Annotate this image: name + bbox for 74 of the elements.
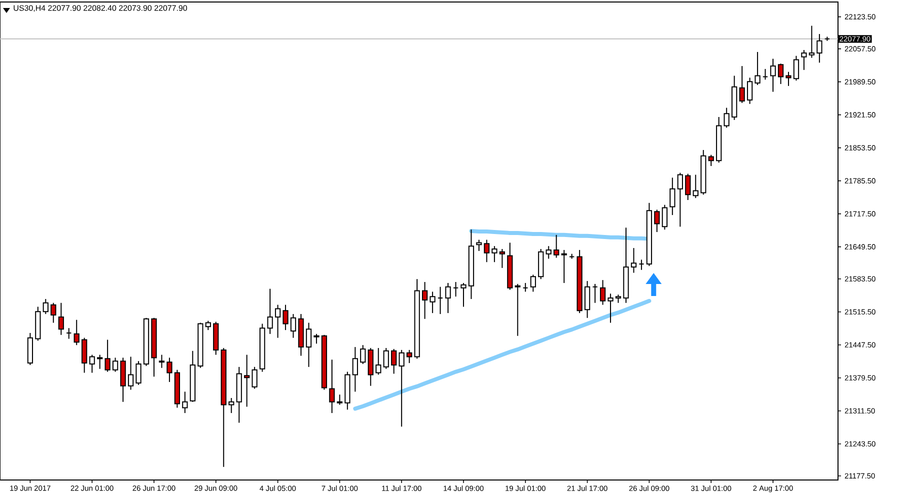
candlestick bbox=[50, 302, 56, 324]
candlestick bbox=[329, 359, 335, 414]
candlestick bbox=[554, 234, 560, 258]
candlestick bbox=[816, 34, 822, 64]
candlestick bbox=[786, 71, 792, 86]
candlestick bbox=[608, 293, 614, 324]
candlestick bbox=[314, 333, 320, 344]
candlestick bbox=[66, 328, 72, 340]
candlestick bbox=[793, 55, 800, 82]
candlestick bbox=[104, 339, 110, 372]
candlestick bbox=[82, 337, 88, 374]
candlestick bbox=[654, 209, 660, 233]
candlestick bbox=[685, 173, 691, 200]
candlestick bbox=[739, 66, 745, 104]
candlestick bbox=[662, 204, 668, 230]
candlestick bbox=[724, 107, 730, 128]
candlestick bbox=[282, 304, 288, 331]
candlestick bbox=[584, 280, 590, 318]
candlestick bbox=[244, 354, 250, 408]
candlestick bbox=[391, 348, 397, 374]
candlestick bbox=[670, 177, 676, 216]
candlestick bbox=[89, 354, 95, 374]
candlestick bbox=[452, 282, 459, 298]
candlestick bbox=[112, 357, 118, 372]
candlestick bbox=[476, 239, 482, 252]
candlestick bbox=[306, 322, 312, 368]
candlestick bbox=[406, 349, 412, 364]
candlestick bbox=[808, 25, 815, 58]
candlestick bbox=[546, 246, 552, 260]
candlestick bbox=[376, 348, 382, 376]
candlestick bbox=[437, 286, 444, 315]
candlestick bbox=[274, 304, 281, 338]
candlestick bbox=[383, 348, 389, 370]
candlestick bbox=[770, 58, 776, 92]
candlestick bbox=[677, 172, 683, 228]
candlestick bbox=[778, 63, 784, 85]
candlestick bbox=[561, 249, 567, 284]
candlestick bbox=[158, 354, 165, 368]
candlestick bbox=[592, 283, 598, 304]
candlestick bbox=[514, 283, 520, 336]
candlestick bbox=[484, 239, 490, 263]
candlestick bbox=[460, 282, 466, 308]
candlestick bbox=[708, 154, 714, 167]
candlestick bbox=[74, 319, 80, 346]
candlestick bbox=[360, 344, 366, 365]
candlestick bbox=[252, 366, 258, 390]
candlestick bbox=[352, 346, 358, 392]
candlestick bbox=[801, 50, 807, 70]
candlestick bbox=[430, 291, 436, 314]
candlestick bbox=[754, 51, 760, 86]
candlestick bbox=[762, 68, 768, 80]
candlestick bbox=[267, 288, 273, 334]
candlestick bbox=[290, 314, 296, 338]
candlestick bbox=[136, 360, 142, 386]
candlestick bbox=[499, 248, 506, 268]
candlestick bbox=[205, 320, 211, 331]
candlestick bbox=[336, 394, 343, 406]
candlestick bbox=[96, 354, 103, 370]
candlestick bbox=[746, 77, 753, 104]
candlestick bbox=[692, 174, 698, 199]
candlestick bbox=[445, 282, 451, 314]
candlestick bbox=[422, 282, 428, 320]
candlestick bbox=[58, 302, 64, 336]
candlestick bbox=[492, 246, 498, 263]
candlestick bbox=[530, 274, 536, 292]
candlestick bbox=[228, 397, 234, 414]
candlestick bbox=[630, 248, 637, 274]
candlestick bbox=[638, 259, 644, 270]
candlestick bbox=[166, 357, 172, 382]
candlestick bbox=[398, 349, 404, 428]
candlestick bbox=[182, 391, 188, 414]
candlestick bbox=[42, 298, 48, 315]
candlestick bbox=[128, 356, 134, 390]
candlestick bbox=[600, 280, 606, 306]
